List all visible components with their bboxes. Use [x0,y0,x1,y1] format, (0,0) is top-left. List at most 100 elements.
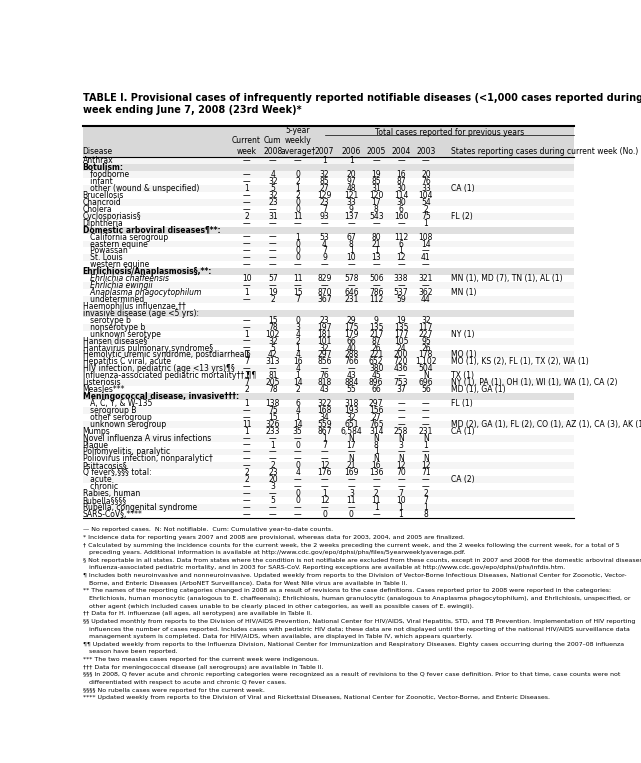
Bar [83,227,574,233]
Text: 2: 2 [271,462,275,470]
Bar [83,483,574,490]
Text: 178: 178 [419,350,433,359]
Text: 7: 7 [399,489,403,498]
Text: —: — [347,281,355,290]
Text: 87: 87 [371,336,381,346]
Text: nonserotype b: nonserotype b [83,323,145,332]
Text: 1: 1 [399,510,403,519]
Bar [83,497,574,504]
Text: N: N [423,372,429,380]
Bar [83,157,574,164]
Text: §§ Updated monthly from reports to the Division of HIV/AIDS Prevention, National: §§ Updated monthly from reports to the D… [83,619,635,624]
Text: 227: 227 [419,330,433,339]
Bar [83,247,574,254]
Text: 884: 884 [344,378,358,387]
Text: —: — [372,156,380,166]
Text: 5-year
weekly
average†: 5-year weekly average† [280,126,315,156]
Text: 105: 105 [394,336,408,346]
Text: unknown serogroup: unknown serogroup [83,420,166,429]
Text: other agent (which included cases unable to be clearly placed in other categorie: other agent (which included cases unable… [83,604,474,609]
Text: 85: 85 [320,177,329,186]
Text: 30: 30 [396,198,406,207]
Text: —: — [347,260,355,269]
Text: N: N [398,455,404,463]
Text: 53: 53 [320,233,329,242]
Text: 436: 436 [394,364,408,373]
Text: 1: 1 [244,372,249,380]
Text: Hansen disease§: Hansen disease§ [83,336,147,346]
Text: 2: 2 [296,385,300,394]
Text: —: — [243,177,251,186]
Text: —: — [372,475,380,485]
Text: Diphtheria: Diphtheria [83,219,123,227]
Text: undetermined: undetermined [83,295,144,304]
Text: 2: 2 [244,475,249,485]
Text: 16: 16 [371,462,381,470]
Text: 19: 19 [371,170,381,179]
Bar [83,269,574,275]
Text: FL (1): FL (1) [451,399,472,408]
Bar [83,171,574,178]
Text: 1: 1 [349,246,354,256]
Text: 9: 9 [349,204,354,214]
Text: 12: 12 [320,462,329,470]
Text: 786: 786 [369,288,383,297]
Text: —: — [320,503,328,512]
Text: —: — [269,246,277,256]
Text: MO (1), KS (2), FL (1), TX (2), WA (1): MO (1), KS (2), FL (1), TX (2), WA (1) [451,357,588,366]
Text: 42: 42 [268,350,278,359]
Text: Plague: Plague [83,440,108,449]
Text: ¶ Includes both neuroinvasive and nonneuroinvasive. Updated weekly from reports : ¶ Includes both neuroinvasive and nonneu… [83,573,626,578]
Text: —: — [243,433,251,443]
Text: 32: 32 [320,170,329,179]
Text: 543: 543 [369,212,383,221]
Text: 2: 2 [374,489,379,498]
Text: —: — [397,413,405,422]
Bar [83,324,574,330]
Text: 59: 59 [396,295,406,304]
Text: 95: 95 [421,336,431,346]
Bar [83,462,574,469]
Text: 297: 297 [369,399,383,408]
Text: —: — [269,281,277,290]
Text: —: — [397,406,405,415]
Text: St. Louis: St. Louis [83,253,122,262]
Text: Rubella§§§§: Rubella§§§§ [83,496,127,505]
Text: 26: 26 [371,343,381,353]
Text: 1: 1 [296,184,300,193]
Text: 23: 23 [320,198,329,207]
Text: 1: 1 [349,156,354,166]
Text: —: — [320,455,328,463]
Text: 0: 0 [296,489,300,498]
Text: 3: 3 [271,482,276,491]
Text: N: N [373,455,379,463]
Text: 10: 10 [347,253,356,262]
Text: —: — [243,323,251,332]
Text: Borne, and Enteric Diseases (ArboNET Surveillance). Data for West Nile virus are: Borne, and Enteric Diseases (ArboNET Sur… [83,581,407,586]
Text: —: — [372,510,380,519]
Text: Cholera: Cholera [83,204,112,214]
Bar [83,379,574,386]
Text: CA (2): CA (2) [451,475,474,485]
Bar [83,393,574,400]
Text: —: — [422,482,429,491]
Text: 646: 646 [344,288,359,297]
Text: 137: 137 [344,212,358,221]
Text: 1: 1 [322,489,327,498]
Text: NY (1), PA (1), OH (1), WI (1), WA (1), CA (2): NY (1), PA (1), OH (1), WI (1), WA (1), … [451,378,617,387]
Text: 102: 102 [265,330,280,339]
Bar [83,490,574,497]
Text: 56: 56 [421,385,431,394]
Text: 1: 1 [244,350,249,359]
Text: 32: 32 [268,336,278,346]
Bar [83,476,574,483]
Text: 1: 1 [271,440,275,449]
Text: 504: 504 [419,364,433,373]
Text: —: — [372,482,380,491]
Text: 16: 16 [293,357,303,366]
Text: 321: 321 [419,274,433,283]
Bar [83,178,574,185]
Text: unknown serotype: unknown serotype [83,330,160,339]
Text: 197: 197 [317,323,332,332]
Text: —: — [243,246,251,256]
